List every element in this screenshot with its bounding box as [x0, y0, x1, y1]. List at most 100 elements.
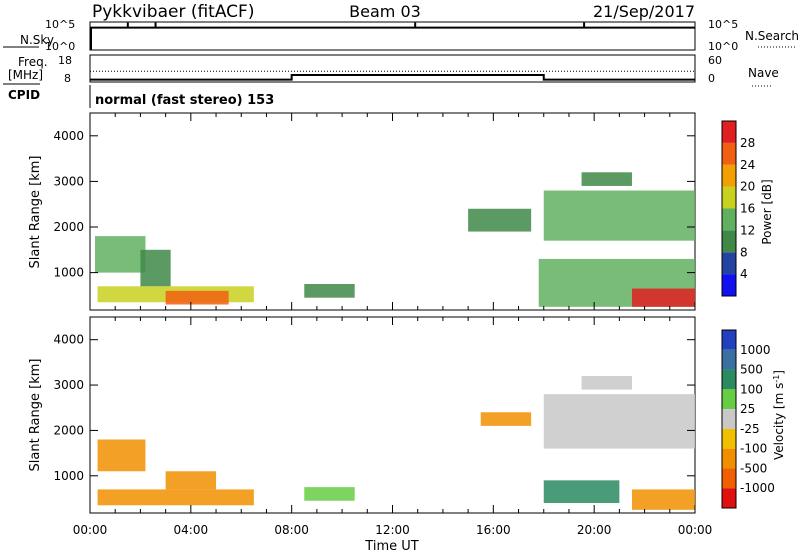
cpid-text: normal (fast stereo) 153	[95, 93, 274, 108]
data-region-6	[581, 375, 632, 390]
freq-series	[90, 70, 695, 81]
x-tick-label: 12:00	[375, 523, 410, 537]
velocity-colorbar-tick: -1000	[740, 481, 775, 495]
y-tick-label: 4000	[53, 333, 84, 347]
data-region-5	[468, 208, 532, 232]
freq-label: Freq.	[18, 55, 48, 69]
data-region-5	[543, 394, 695, 449]
site-title: Pykkvibaer (fitACF)	[92, 2, 254, 22]
power-colorbar-tick: 20	[740, 180, 755, 194]
data-region-0	[97, 439, 146, 472]
velocity-colorbar-label: Velocity [m s-1]	[772, 370, 787, 460]
x-tick-label: 00:00	[73, 523, 108, 537]
power-colorbar-tick: 28	[740, 136, 755, 150]
y-tick-label: 3000	[53, 378, 84, 392]
noise-panel	[89, 21, 696, 51]
power-colorbar-tick: 8	[740, 245, 748, 259]
velocity-colorbar-swatch	[722, 468, 736, 489]
power-colorbar-swatch	[722, 142, 736, 165]
nave-right-tick-bottom: 0	[708, 72, 715, 85]
power-colorbar-swatch	[722, 186, 736, 209]
power-ylabel: Slant Range [km]	[28, 156, 43, 269]
data-region-0	[95, 236, 146, 273]
velocity-colorbar-tick: -25	[740, 422, 760, 436]
nave-label: Nave	[748, 66, 779, 80]
y-tick-label: 2000	[53, 220, 84, 234]
data-region-2	[165, 471, 217, 490]
velocity-axes: 1000 2000 3000 4000	[53, 317, 696, 513]
data-region-3	[304, 487, 355, 501]
velocity-colorbar-swatch	[722, 488, 736, 508]
freq-left-tick-top: 18	[58, 54, 72, 67]
power-colorbar-swatch	[722, 121, 736, 143]
noise-right-tick-top: 10^5	[708, 18, 738, 31]
y-tick-label: 3000	[53, 174, 84, 188]
noise-left-tick-top: 10^5	[45, 18, 75, 31]
velocity-colorbar-tick: 1000	[740, 343, 771, 357]
velocity-data	[97, 375, 695, 510]
x-tick-label: 08:00	[274, 523, 309, 537]
velocity-colorbar-swatch	[722, 369, 736, 390]
nsearch-label: N.Search	[745, 29, 799, 43]
power-data	[95, 172, 695, 307]
cpid-label: CPID	[8, 88, 40, 102]
velocity-colorbar-frame	[721, 329, 737, 509]
velocity-colorbar-tick: 25	[740, 402, 755, 416]
power-colorbar-tick: 16	[740, 202, 755, 216]
noise-right-tick-bottom: 10^0	[708, 40, 738, 53]
power-colorbar: 4 8 12 16 20 24 28	[721, 120, 755, 297]
data-region-6	[543, 190, 695, 241]
freq-left-tick-bottom: 8	[64, 72, 71, 85]
x-tick-label: 16:00	[476, 523, 511, 537]
velocity-colorbar-swatch	[722, 349, 736, 370]
velocity-colorbar: 1000 500 100 25 -25 -100 -500 -1000	[721, 329, 775, 509]
data-region-7	[543, 480, 620, 504]
power-colorbar-tick: 12	[740, 223, 755, 237]
x-axis-label: Time UT	[364, 539, 418, 554]
velocity-colorbar-swatch	[722, 330, 736, 350]
data-region-7	[581, 172, 632, 186]
velocity-colorbar-tick: 500	[740, 363, 763, 377]
power-axes: 1000 2000 3000 4000	[53, 113, 696, 310]
y-tick-label: 4000	[53, 129, 84, 143]
data-region-8	[631, 489, 695, 510]
freq-panel	[89, 54, 696, 83]
data-region-9	[631, 288, 695, 307]
y-tick-label: 2000	[53, 423, 84, 437]
beam-title: Beam 03	[349, 2, 421, 21]
data-region-4	[304, 284, 355, 298]
noise-series	[90, 22, 695, 50]
x-tick-label: 04:00	[174, 523, 209, 537]
nave-right-tick-top: 60	[708, 54, 722, 67]
power-colorbar-swatch	[722, 164, 736, 187]
nsky-label: N.Sky	[20, 33, 54, 47]
freq-unit-label: [MHz]	[8, 68, 43, 82]
x-axis: 00:00 04:00 08:00 12:00 16:00 20:00 00:00	[73, 523, 713, 537]
date-title: 21/Sep/2017	[593, 2, 695, 21]
velocity-colorbar-tick: 100	[740, 382, 763, 396]
velocity-colorbar-swatch	[722, 389, 736, 410]
power-colorbar-frame	[721, 120, 737, 297]
power-colorbar-swatch	[722, 274, 736, 296]
power-colorbar-label: Power [dB]	[760, 179, 774, 244]
power-colorbar-swatch	[722, 208, 736, 231]
y-tick-label: 1000	[53, 266, 84, 280]
power-colorbar-swatch	[722, 252, 736, 275]
velocity-ylabel: Slant Range [km]	[28, 359, 43, 472]
data-region-4	[480, 412, 532, 426]
velocity-colorbar-swatch	[722, 409, 736, 429]
velocity-colorbar-tick: -500	[740, 461, 767, 475]
velocity-colorbar-tick: -100	[740, 442, 767, 456]
noise-left-tick-bottom: 10^0	[45, 40, 75, 53]
x-tick-label: 20:00	[577, 523, 612, 537]
velocity-colorbar-swatch	[722, 448, 736, 469]
data-region-2	[165, 290, 229, 305]
freq-line	[90, 73, 695, 81]
data-region-1	[97, 489, 254, 506]
power-colorbar-swatch	[722, 230, 736, 253]
x-tick-label: 00:00	[678, 523, 713, 537]
power-colorbar-tick: 4	[740, 267, 748, 281]
data-region-3	[140, 249, 171, 287]
y-tick-label: 1000	[53, 469, 84, 483]
